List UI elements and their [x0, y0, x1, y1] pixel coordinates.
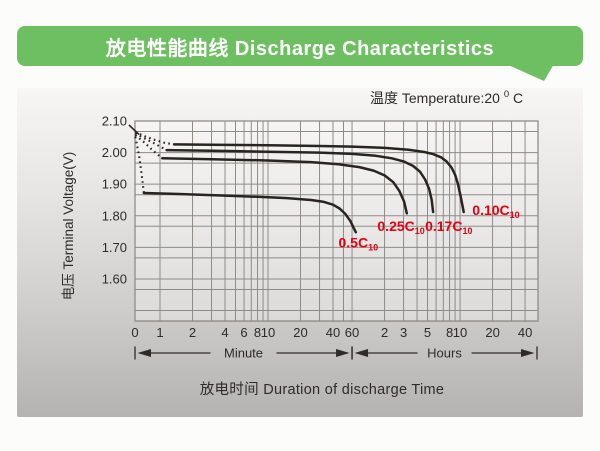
arrowhead-right-icon	[521, 349, 535, 357]
curve-0.10C10	[134, 131, 465, 214]
x-axis-title: 放电时间 Duration of discharge Time	[200, 381, 445, 398]
x-tick-label: 40	[326, 325, 340, 340]
curve-0.25C10	[134, 134, 409, 215]
chart-panel	[17, 88, 583, 417]
x-tick-label: 0	[131, 325, 138, 340]
arrowhead-left-icon	[354, 349, 369, 357]
page-title: 放电性能曲线 Discharge Characteristics	[105, 37, 495, 60]
series-label-0.5C10: 0.5C10	[339, 234, 379, 252]
banner-tail	[506, 64, 554, 81]
x-tick-labels: 0 1 2 4 6 8 10 20 40 60 2 3 5 8 10 20 40	[131, 325, 532, 340]
x-tick-label: 5	[424, 325, 431, 340]
y-tick-label: 1.60	[102, 272, 127, 287]
time-unit-label: Minute	[224, 346, 263, 361]
x-tick-label: 2	[189, 325, 196, 340]
x-tick-label: 4	[221, 325, 228, 340]
plot-area: 0 1 2 4 6 8 10 20 40 60 2 3 5 8 10 20 402.102.001.901.80…	[102, 114, 539, 361]
arrowhead-right-icon	[336, 349, 350, 357]
y-tick-label: 1.80	[102, 208, 127, 223]
y-tick-label: 2.10	[102, 114, 127, 129]
temperature-text: 温度 Temperature:20	[370, 90, 500, 106]
y-tick-label: 1.90	[102, 177, 127, 192]
plot-border	[134, 120, 539, 322]
x-tick-label: 8	[254, 325, 261, 340]
x-tick-label: 20	[293, 325, 307, 340]
x-tick-label: 10	[453, 325, 467, 340]
series-label-0.25C10: 0.25C10	[377, 218, 424, 236]
curve-0.17C10	[134, 132, 435, 214]
temperature-label: 温度 Temperature:20 0 C	[370, 84, 523, 106]
time-unit-arrows: Minute Hours	[134, 346, 538, 361]
x-tick-label: 1	[156, 325, 163, 340]
temperature-sup: 0	[504, 89, 509, 100]
x-tick-label: 8	[446, 325, 453, 340]
x-tick-label: 10	[261, 325, 275, 340]
curve-0.5C10	[134, 136, 358, 234]
y-tick-labels: 2.10 2.00 1.90 1.80 1.70 1.60	[102, 114, 127, 287]
y-tick-label: 2.00	[102, 145, 127, 160]
y-axis-title: 电压 Terminal Voltage(V)	[61, 152, 76, 301]
x-tick-label: 60	[345, 325, 359, 340]
y-tick-label: 1.70	[102, 240, 127, 255]
x-tick-label: 3	[400, 325, 407, 340]
axis-break-tick	[128, 124, 140, 136]
arrowhead-left-icon	[137, 349, 151, 357]
temperature-unit: C	[513, 90, 523, 106]
x-tick-label: 6	[240, 325, 247, 340]
series-label-0.10C10: 0.10C10	[472, 202, 519, 220]
x-tick-label: 40	[518, 325, 532, 340]
x-tick-label: 2	[381, 325, 388, 340]
header-banner: 放电性能曲线 Discharge Characteristics	[17, 26, 583, 66]
series-label-0.17C10: 0.17C10	[425, 218, 472, 236]
x-tick-label: 20	[485, 325, 499, 340]
time-unit-label: Hours	[427, 346, 462, 361]
